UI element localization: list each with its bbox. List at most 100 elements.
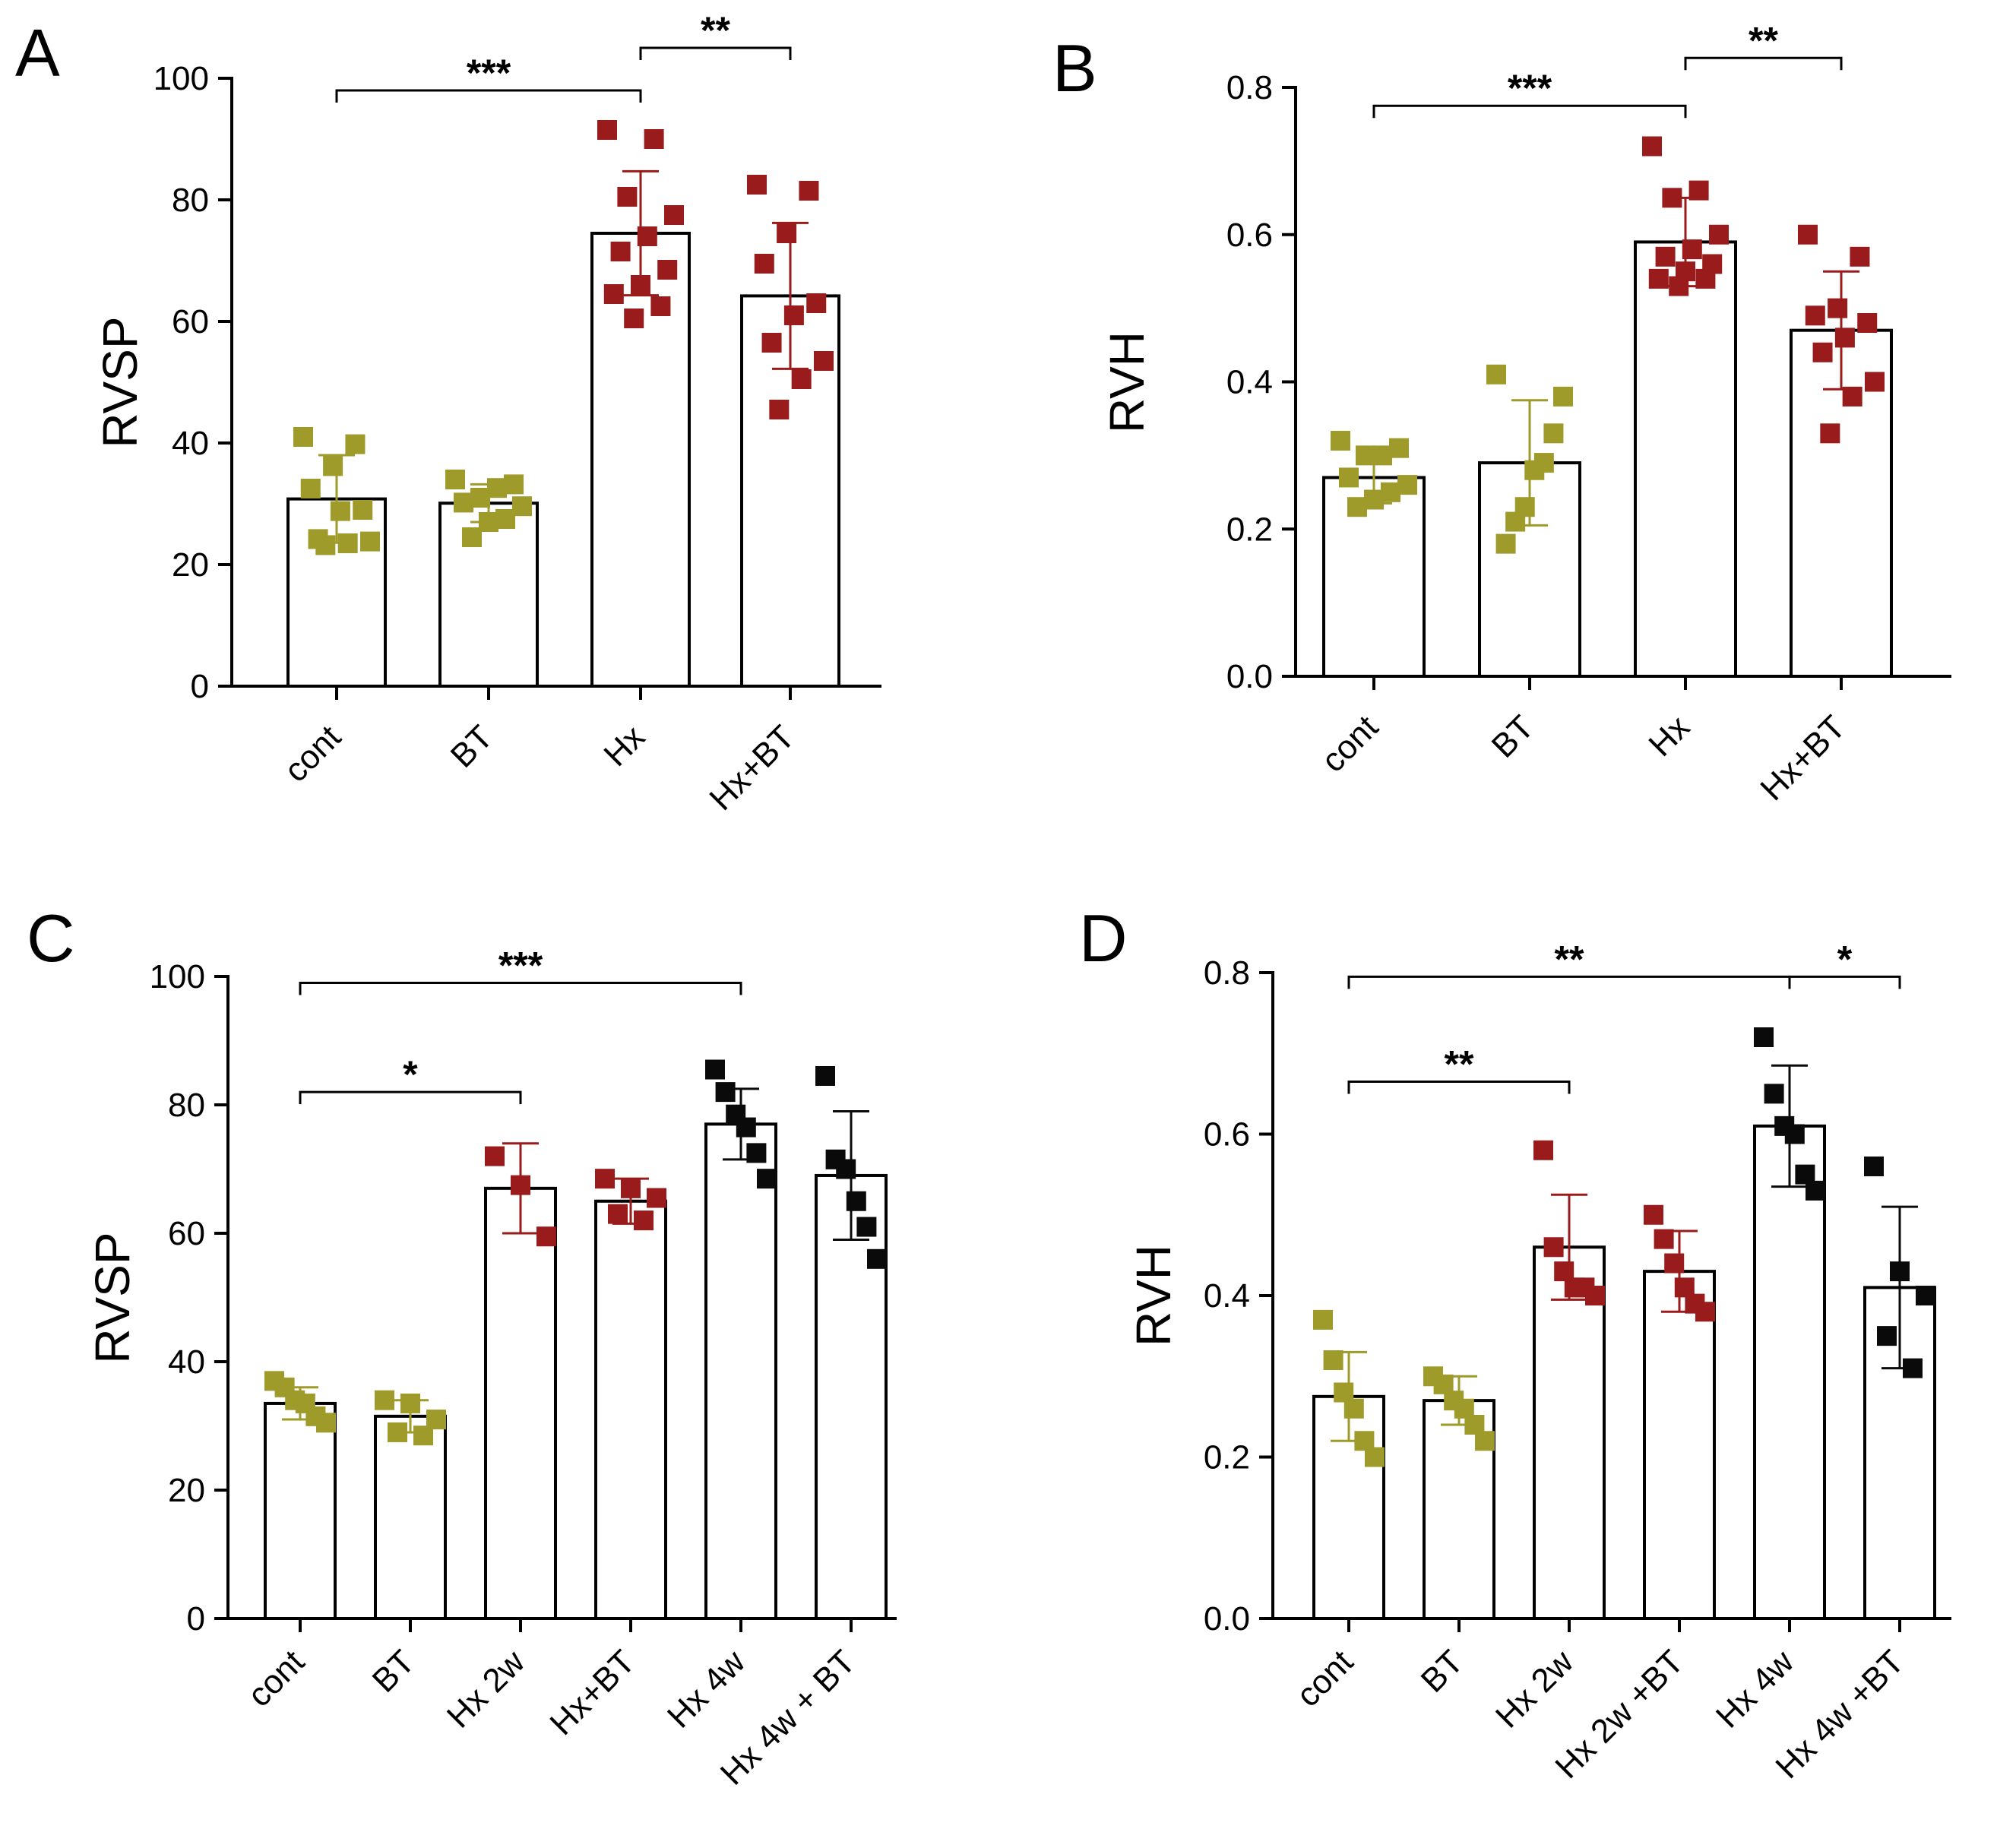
y-axis-title: RVSP xyxy=(93,316,147,448)
bar xyxy=(484,1186,557,1620)
significance-bracket xyxy=(1372,104,1687,119)
data-point xyxy=(736,1117,756,1138)
data-point xyxy=(1709,224,1729,245)
x-category-label: Hx+BT xyxy=(702,718,802,818)
data-point xyxy=(1364,489,1384,510)
significance-bracket xyxy=(335,89,642,103)
data-point xyxy=(595,1169,615,1189)
data-point xyxy=(799,181,819,201)
data-point xyxy=(375,1390,394,1410)
y-tick-label: 40 xyxy=(168,1343,205,1381)
data-point xyxy=(610,242,631,261)
data-point xyxy=(485,1146,505,1166)
data-point xyxy=(1850,246,1870,267)
y-tick-label: 80 xyxy=(172,182,209,219)
data-point xyxy=(316,1413,336,1433)
data-point xyxy=(1486,364,1506,384)
y-tick-label: 60 xyxy=(168,1215,205,1252)
data-point xyxy=(1505,511,1526,532)
x-category-label: Hx xyxy=(597,718,652,774)
y-tick-label: 0 xyxy=(187,1600,205,1638)
bar xyxy=(1643,1270,1716,1620)
data-point xyxy=(1695,1302,1715,1322)
data-point xyxy=(603,284,624,304)
data-point xyxy=(769,400,790,419)
data-point xyxy=(597,120,617,140)
data-point xyxy=(1834,328,1855,348)
data-point xyxy=(330,501,350,521)
y-tick-label: 0.6 xyxy=(1226,217,1273,254)
data-point xyxy=(1323,1350,1343,1370)
data-point xyxy=(323,456,343,476)
x-category-label: cont xyxy=(241,1643,312,1714)
data-point xyxy=(715,1082,736,1103)
significance-bracket xyxy=(299,1090,522,1105)
bar xyxy=(264,1401,337,1621)
data-point xyxy=(814,351,834,371)
significance-label: *** xyxy=(1508,67,1552,109)
data-point xyxy=(1857,313,1878,333)
data-point xyxy=(846,1191,866,1211)
significance-label: *** xyxy=(467,52,511,94)
data-point xyxy=(621,1178,641,1198)
data-point xyxy=(413,1426,433,1446)
data-point xyxy=(1877,1326,1897,1346)
panel-letter: D xyxy=(1079,900,1128,976)
significance-bracket xyxy=(1347,1080,1571,1094)
data-point xyxy=(445,470,465,489)
bar xyxy=(1533,1245,1606,1620)
data-point xyxy=(1648,268,1669,289)
data-point xyxy=(657,260,678,280)
data-point xyxy=(1784,1124,1805,1144)
significance-label: * xyxy=(403,1053,418,1096)
data-point xyxy=(504,474,524,495)
data-point xyxy=(1343,1398,1364,1419)
significance-bracket xyxy=(639,46,792,60)
bar xyxy=(1634,240,1737,678)
x-category-label: Hx xyxy=(1641,708,1697,764)
data-point xyxy=(624,309,644,328)
data-point xyxy=(487,478,507,498)
data-point xyxy=(1916,1286,1935,1305)
data-point xyxy=(337,533,358,553)
x-category-label: BT xyxy=(366,1643,422,1699)
y-tick-label: 100 xyxy=(153,60,209,97)
data-point xyxy=(647,1188,666,1208)
data-point xyxy=(1543,423,1564,444)
data-point xyxy=(1331,431,1350,451)
data-point xyxy=(293,427,313,447)
x-category-label: BT xyxy=(1485,708,1541,764)
data-point xyxy=(1339,467,1359,488)
data-point xyxy=(664,205,684,225)
data-point xyxy=(754,254,774,274)
data-point xyxy=(1389,438,1409,458)
y-tick-label: 0.6 xyxy=(1204,1116,1250,1153)
data-point xyxy=(315,535,336,555)
data-point xyxy=(1347,497,1367,517)
x-category-label: Hx+BT xyxy=(543,1643,642,1742)
data-point xyxy=(1764,1084,1784,1104)
y-axis-title: RVH xyxy=(1126,1245,1181,1346)
data-point xyxy=(1543,1237,1564,1258)
data-point xyxy=(470,488,490,508)
x-category-label: BT xyxy=(1414,1643,1470,1699)
data-point xyxy=(631,275,650,295)
data-point xyxy=(1524,460,1545,480)
significance-label: ** xyxy=(701,9,730,52)
data-point xyxy=(777,223,797,243)
data-point xyxy=(806,293,827,313)
x-category-label: BT xyxy=(444,718,500,774)
data-point xyxy=(1695,268,1716,289)
y-tick-label: 20 xyxy=(172,546,209,584)
y-axis-title: RVH xyxy=(1100,331,1154,433)
data-point xyxy=(791,369,812,389)
significance-label: ** xyxy=(1555,938,1584,980)
data-point xyxy=(454,492,473,513)
significance-label: * xyxy=(1837,938,1853,980)
data-point xyxy=(815,1065,835,1086)
data-point xyxy=(1365,1447,1385,1467)
data-point xyxy=(1669,276,1689,296)
